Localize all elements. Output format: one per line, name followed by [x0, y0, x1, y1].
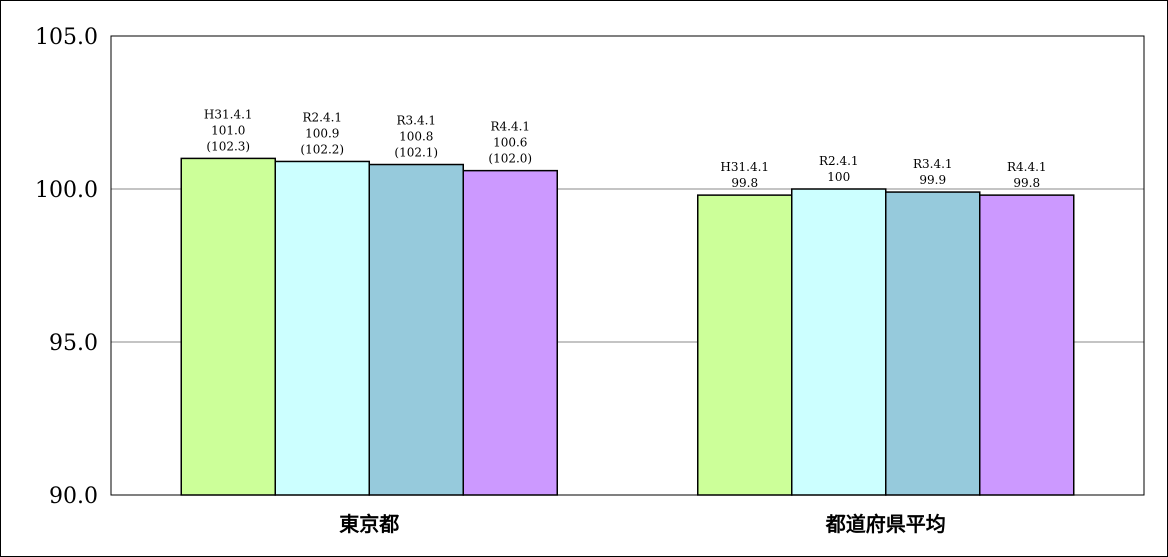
data-label: 101.0	[211, 123, 245, 137]
data-label: R2.4.1	[819, 154, 859, 168]
data-label: R4.4.1	[1007, 160, 1047, 174]
data-label: (102.0)	[488, 152, 532, 166]
data-labels: H31.4.1 101.0 (102.3) R2.4.1 100.9 (102.2) R3.…	[204, 107, 1047, 190]
bar	[697, 194, 793, 496]
bar	[462, 169, 558, 496]
data-label: 99.8	[731, 176, 758, 190]
x-category-label: 都道府県平均	[825, 512, 946, 536]
y-tick-label: 95.0	[49, 331, 98, 356]
data-label: R3.4.1	[396, 114, 436, 128]
x-axis-categories: 東京都 都道府県平均	[339, 512, 946, 536]
data-label: H31.4.1	[204, 107, 253, 121]
bar	[274, 160, 370, 496]
plot-area-border	[110, 35, 1145, 496]
bar	[368, 163, 464, 496]
y-tick-label: 100.0	[35, 178, 98, 203]
bar	[180, 157, 276, 496]
data-label: R2.4.1	[302, 110, 342, 124]
data-label: 100	[827, 170, 850, 184]
y-tick-label: 90.0	[49, 484, 98, 509]
x-category-label: 東京都	[339, 512, 399, 536]
data-label: 100.8	[399, 130, 433, 144]
data-label: 99.8	[1013, 176, 1040, 190]
data-label: R3.4.1	[913, 157, 953, 171]
data-label: R4.4.1	[490, 120, 530, 134]
bar	[979, 194, 1075, 496]
data-label: 100.9	[305, 126, 339, 140]
bar	[791, 188, 887, 496]
bar	[885, 191, 981, 496]
data-label: 100.6	[493, 136, 527, 150]
data-label: (102.3)	[206, 139, 250, 153]
bars	[180, 157, 1075, 496]
y-axis-ticks: 105.0 100.0 95.0 90.0	[35, 25, 98, 509]
data-label: (102.1)	[394, 146, 438, 160]
data-label: (102.2)	[300, 142, 344, 156]
data-label: H31.4.1	[720, 160, 769, 174]
y-tick-label: 105.0	[35, 25, 98, 50]
data-label: 99.9	[919, 173, 946, 187]
